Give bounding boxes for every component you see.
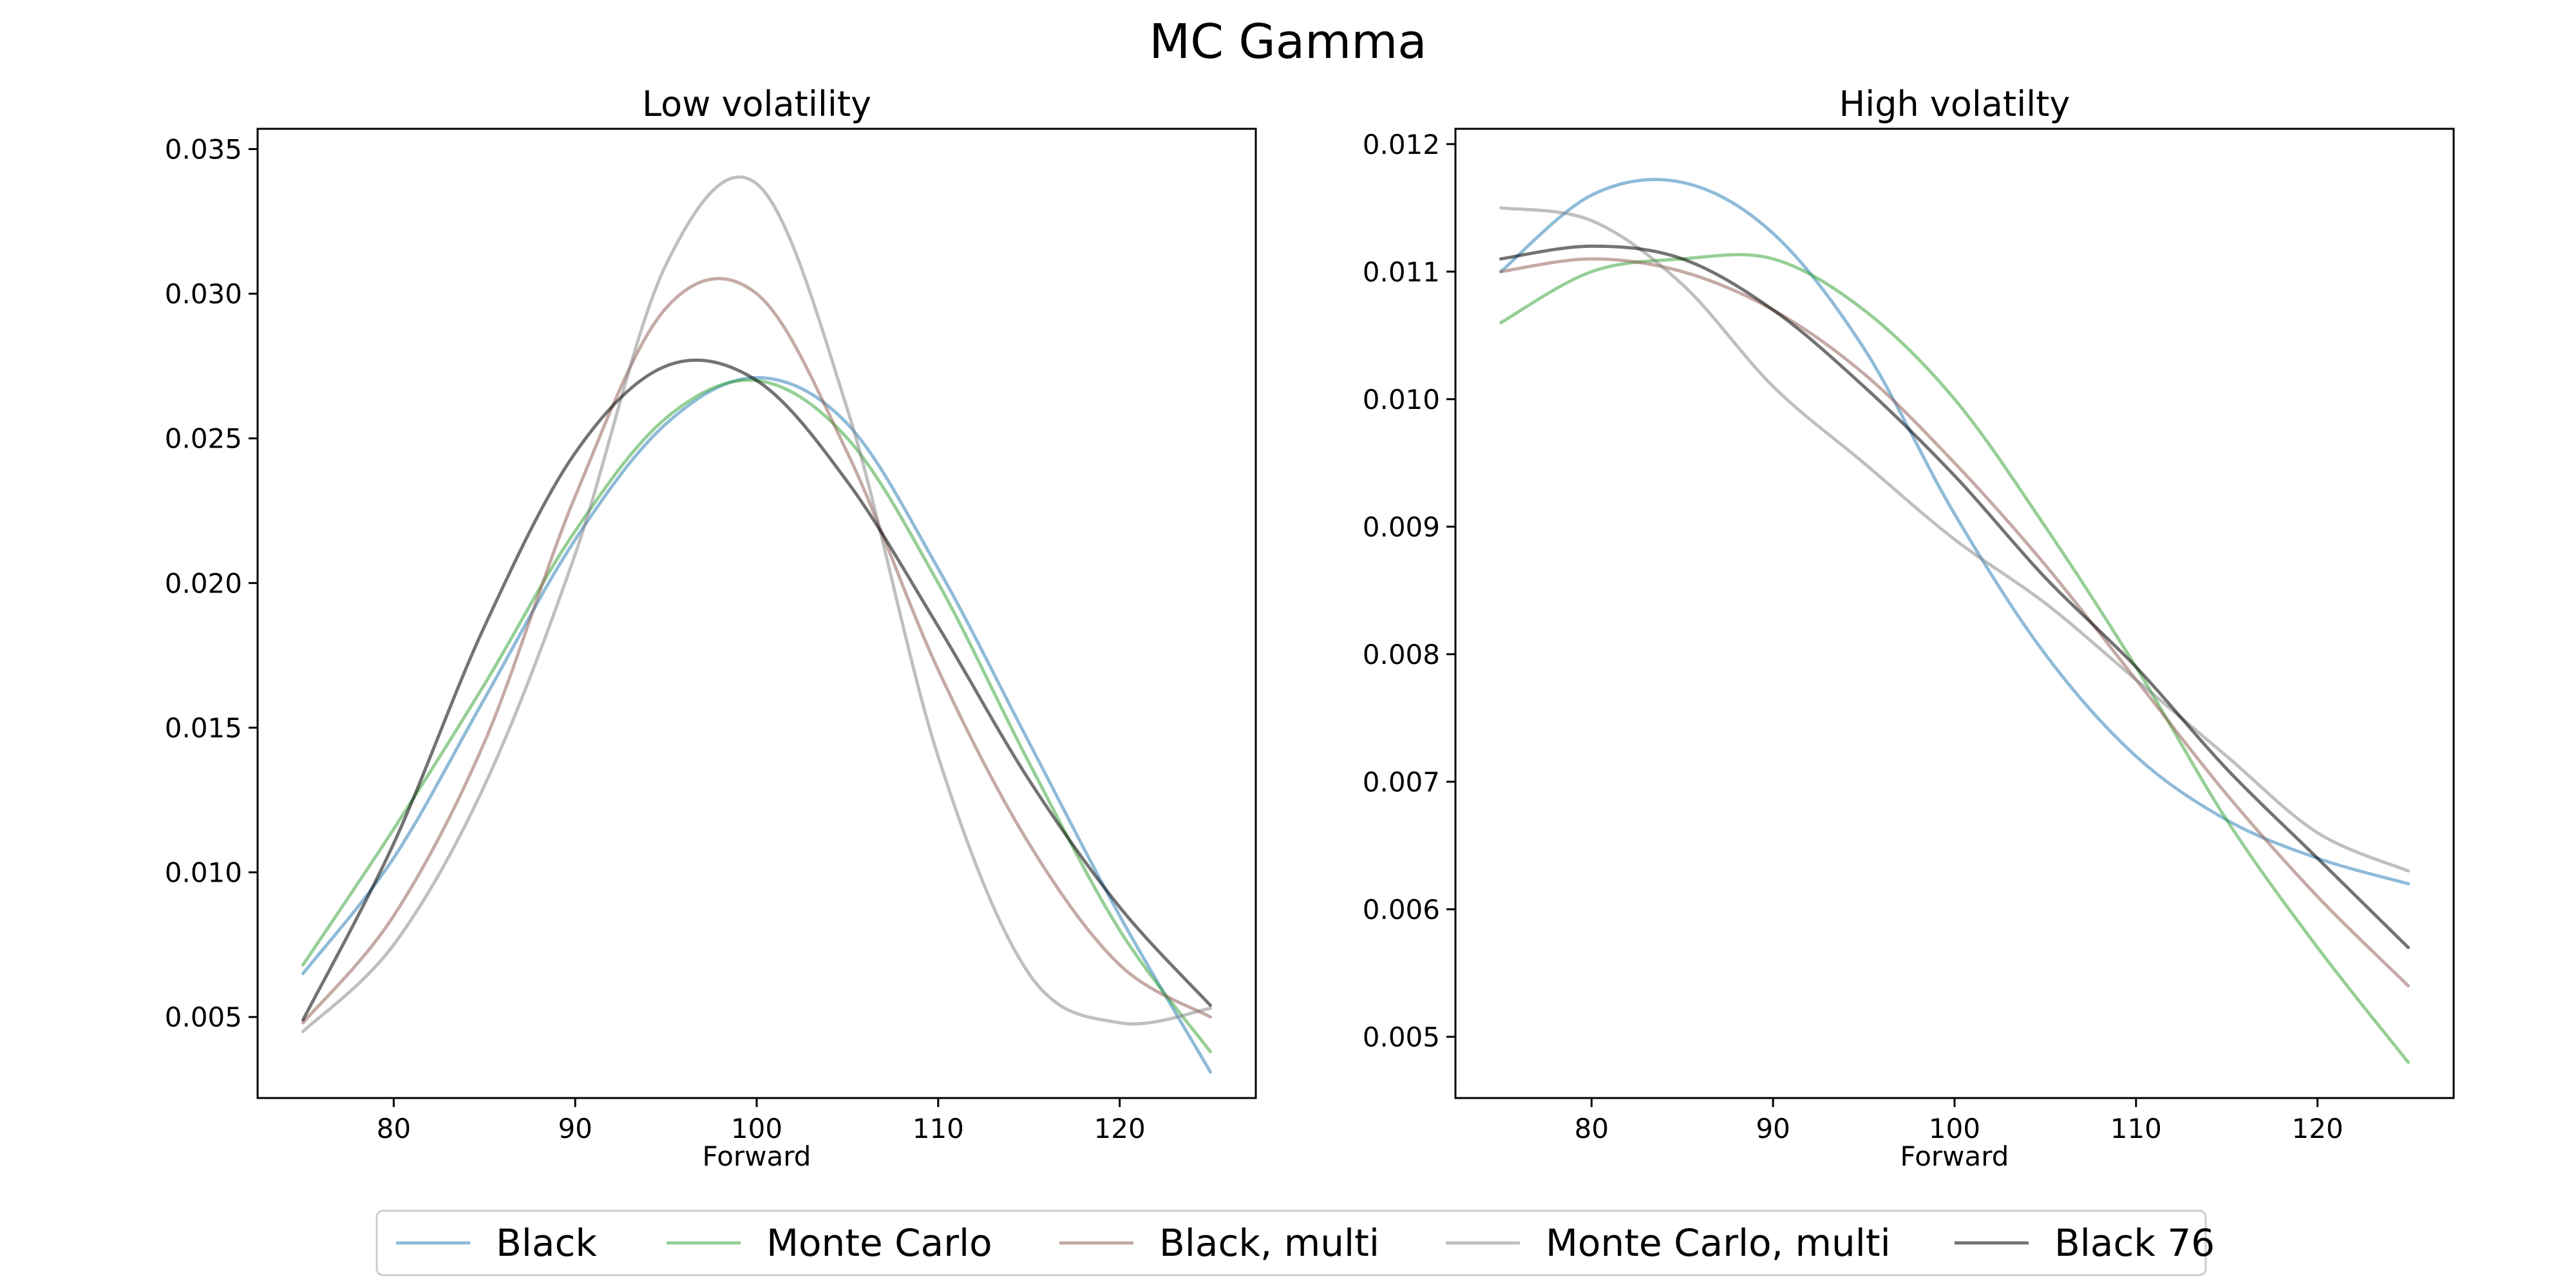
series-line-black-multi-low-volatility [301, 277, 1212, 1025]
y-tick-label-high-volatility: 0.006 [1363, 894, 1440, 925]
y-tick-label-high-volatility: 0.011 [1363, 256, 1440, 288]
x-axis-label-high-volatility: Forward [1900, 1141, 2009, 1172]
y-tick-label-high-volatility: 0.005 [1363, 1021, 1440, 1053]
y-tick-label-high-volatility: 0.007 [1363, 766, 1440, 798]
x-tick-label-low-volatility: 100 [731, 1113, 782, 1144]
legend-frame [375, 1209, 2207, 1276]
y-tick-label-low-volatility: 0.010 [165, 857, 242, 889]
plot-high-volatility: High volatilty Forward 80 90 100 110 120 0.00… [1363, 84, 2455, 1172]
series-line-black-76-high-volatility [1499, 244, 2410, 949]
y-tick-label-low-volatility: 0.035 [165, 133, 242, 165]
plot-title-low-volatility: Low volatility [642, 84, 871, 124]
y-tick-label-high-volatility: 0.010 [1363, 384, 1440, 415]
x-tick-label-low-volatility: 90 [558, 1113, 592, 1144]
legend: Black Monte Carlo Black, multi Monte Carlo,… [375, 1209, 2215, 1276]
series-line-black-high-volatility [1499, 178, 2410, 886]
legend-label-black-multi: Black, multi [1159, 1221, 1379, 1265]
series-line-black-multi-high-volatility [1499, 257, 2410, 988]
x-axis-label-low-volatility: Forward [703, 1141, 811, 1172]
y-tick-label-low-volatility: 0.030 [165, 278, 242, 310]
series-line-monte-carlo-high-volatility [1499, 252, 2410, 1065]
x-tick-label-high-volatility: 100 [1929, 1113, 1980, 1144]
legend-label-black: Black [496, 1221, 597, 1265]
x-tick-label-low-volatility: 80 [377, 1113, 411, 1144]
plot-low-volatility: Low volatility Forward 80 90 100 110 120 0.00… [165, 84, 1257, 1172]
legend-label-monte-carlo-multi: Monte Carlo, multi [1546, 1221, 1891, 1265]
series-line-monte-carlo-multi-low-volatility [301, 175, 1212, 1034]
y-tick-label-low-volatility: 0.025 [165, 423, 242, 455]
y-tick-label-high-volatility: 0.012 [1363, 129, 1440, 160]
plot-frame-high-volatility [1454, 128, 2455, 1099]
x-tick-label-low-volatility: 110 [913, 1113, 964, 1144]
x-tick-label-low-volatility: 120 [1094, 1113, 1146, 1144]
series-line-black-low-volatility [301, 375, 1212, 1074]
x-tick-label-high-volatility: 80 [1575, 1113, 1609, 1144]
figure-title: MC Gamma [1149, 14, 1426, 70]
y-tick-label-high-volatility: 0.008 [1363, 639, 1440, 670]
series-line-monte-carlo-multi-high-volatility [1499, 206, 2410, 873]
x-tick-label-high-volatility: 110 [2110, 1113, 2162, 1144]
y-tick-label-high-volatility: 0.009 [1363, 511, 1440, 543]
plot-title-high-volatility: High volatilty [1839, 84, 2070, 124]
legend-label-monte-carlo: Monte Carlo [766, 1221, 992, 1265]
x-tick-label-high-volatility: 120 [2292, 1113, 2344, 1144]
series-line-black-76-low-volatility [301, 358, 1212, 1022]
legend-label-black-76: Black 76 [2054, 1221, 2215, 1265]
y-tick-label-low-volatility: 0.005 [165, 1001, 242, 1033]
series-line-monte-carlo-low-volatility [301, 378, 1212, 1054]
y-tick-label-low-volatility: 0.015 [165, 712, 242, 744]
x-tick-label-high-volatility: 90 [1756, 1113, 1790, 1144]
y-tick-label-low-volatility: 0.020 [165, 567, 242, 599]
